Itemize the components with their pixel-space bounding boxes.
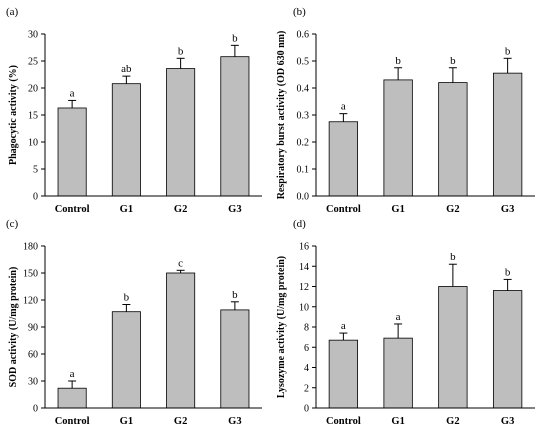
x-tick-label: G2	[174, 204, 187, 215]
bar	[438, 82, 468, 197]
x-tick-label: Control	[55, 204, 90, 215]
bar	[328, 339, 359, 409]
bar	[492, 290, 523, 409]
y-tick-label: 0.2	[297, 138, 310, 149]
x-tick-label: G2	[446, 416, 459, 427]
panel-label: (b)	[293, 6, 306, 18]
y-axis-title: SOD activity (U/mg protein)	[8, 267, 19, 388]
x-tick-label: G1	[120, 204, 133, 215]
x-tick-label: G1	[391, 416, 404, 427]
significance-label: b	[505, 45, 511, 57]
y-tick-label: 5	[33, 165, 38, 176]
y-tick-label: 120	[23, 296, 38, 307]
y-tick-label: 14	[299, 262, 309, 273]
significance-label: b	[450, 251, 456, 263]
bar	[166, 272, 196, 409]
y-tick-label: 15	[28, 111, 38, 122]
y-tick-label: 4	[304, 363, 309, 374]
y-tick-label: 0.1	[297, 165, 310, 176]
bar	[328, 121, 359, 197]
significance-label: b	[232, 32, 238, 44]
significance-label: b	[232, 289, 238, 301]
x-tick-label: G3	[228, 204, 241, 215]
y-tick-label: 60	[28, 350, 38, 361]
panel-label: (d)	[293, 218, 306, 230]
x-tick-label: G3	[501, 204, 514, 215]
x-tick-label: Control	[55, 416, 90, 427]
y-tick-label: 0	[33, 192, 38, 203]
bar	[383, 79, 413, 197]
y-tick-label: 0	[33, 404, 38, 415]
x-tick-label: G2	[446, 204, 459, 215]
x-tick-label: G2	[174, 416, 187, 427]
y-tick-label: 90	[28, 323, 38, 334]
significance-label: b	[395, 55, 401, 67]
y-axis-title: Phagocytic activity (%)	[8, 65, 19, 165]
y-tick-label: 150	[23, 269, 38, 280]
y-tick-label: 10	[299, 302, 309, 313]
chart-panel-1: (a) Phagocytic activity (%) 0 5 10 15 20 25 30 a C…	[6, 6, 262, 215]
significance-label: b	[178, 45, 184, 57]
bar	[438, 286, 468, 409]
significance-label: b	[505, 266, 511, 278]
chart-panel-2: (b) Respiratory burst activity (OD 630 nm…	[276, 6, 535, 215]
x-tick-label: G3	[501, 416, 514, 427]
significance-label: c	[178, 257, 183, 269]
y-axis-title: Respiratory burst activity (OD 630 nm)	[276, 31, 287, 200]
y-tick-label: 2	[304, 383, 309, 394]
chart-panel-3: (c) SOD activity (U/mg protein) 0 30 60 90 120…	[6, 218, 262, 427]
significance-label: b	[450, 55, 456, 67]
significance-label: a	[341, 320, 346, 332]
y-tick-label: 10	[28, 138, 38, 149]
bar	[111, 311, 141, 409]
y-tick-label: 6	[304, 343, 309, 354]
bar	[492, 72, 523, 197]
bar	[220, 56, 250, 197]
y-tick-label: 16	[299, 242, 309, 253]
y-tick-label: 0.3	[297, 111, 310, 122]
y-tick-label: 180	[23, 242, 38, 253]
panel-label: (c)	[6, 218, 19, 230]
bar	[57, 387, 87, 409]
y-tick-label: 25	[28, 57, 38, 68]
x-tick-label: Control	[326, 416, 361, 427]
bar	[220, 309, 250, 409]
significance-label: a	[70, 87, 75, 99]
bar	[166, 68, 196, 197]
y-tick-label: 0	[304, 404, 309, 415]
y-tick-label: 30	[28, 30, 38, 41]
panel-label: (a)	[6, 6, 19, 18]
y-tick-label: 0.4	[297, 84, 310, 95]
significance-label: a	[70, 368, 75, 380]
y-tick-label: 0.5	[297, 57, 310, 68]
x-tick-label: G1	[391, 204, 404, 215]
y-tick-label: 8	[304, 323, 309, 334]
y-tick-label: 20	[28, 84, 38, 95]
significance-label: a	[396, 311, 401, 323]
bar	[57, 107, 87, 197]
x-tick-label: Control	[326, 204, 361, 215]
y-tick-label: 0.6	[297, 30, 310, 41]
x-tick-label: G3	[228, 416, 241, 427]
y-axis-title: Lysozyme activity (U/mg protein)	[276, 256, 287, 398]
y-tick-label: 0.0	[297, 192, 310, 203]
y-tick-label: 12	[299, 282, 309, 293]
chart-panel-4: (d) Lysozyme activity (U/mg protein) 0 2 4 6 8…	[276, 218, 535, 427]
significance-label: b	[124, 292, 130, 304]
bar	[383, 337, 413, 409]
significance-label: a	[341, 101, 346, 113]
significance-label: ab	[121, 63, 132, 75]
y-tick-label: 30	[28, 377, 38, 388]
x-tick-label: G1	[120, 416, 133, 427]
bar	[111, 83, 141, 197]
